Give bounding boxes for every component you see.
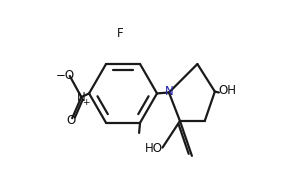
Text: −O: −O [56, 69, 75, 82]
Text: N: N [77, 91, 86, 104]
Text: HO: HO [145, 142, 163, 155]
Text: N: N [165, 85, 174, 98]
Text: OH: OH [218, 84, 236, 97]
Text: F: F [117, 27, 124, 40]
Text: +: + [83, 98, 90, 107]
Text: O: O [66, 115, 75, 127]
